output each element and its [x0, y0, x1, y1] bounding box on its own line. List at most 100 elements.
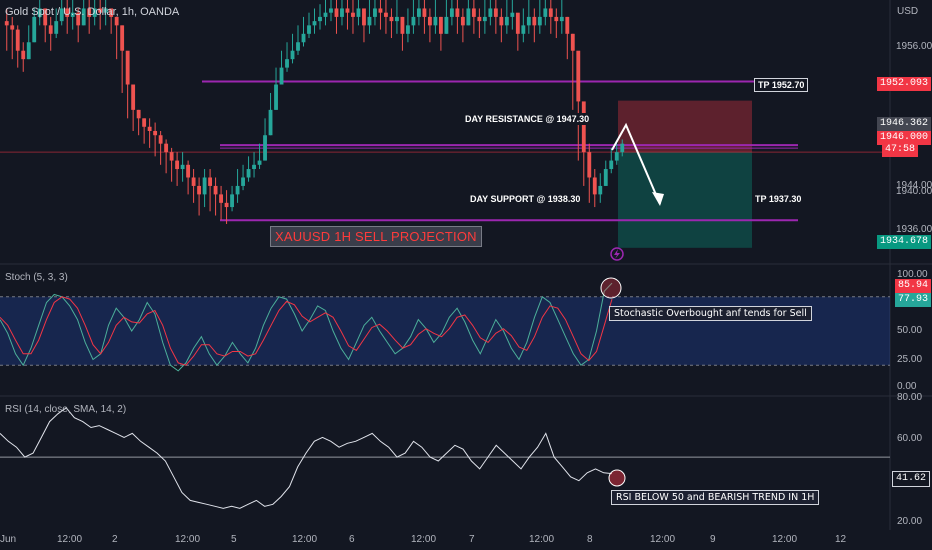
candle-body [15, 29, 20, 51]
rsi-value-badge: 41.62 [891, 471, 930, 487]
time-tick-label: 12:00 [650, 534, 676, 545]
candle-body [416, 8, 421, 17]
candle-body [76, 12, 81, 26]
candle-body [493, 8, 498, 17]
candle-body [43, 8, 48, 26]
currency-label: USD [897, 6, 919, 17]
candle-body [109, 8, 114, 17]
stoch-k-badge: 85.94 [894, 279, 931, 293]
rsi-highlight-circle [608, 469, 626, 487]
candle-body [274, 84, 278, 110]
candle-body [510, 12, 515, 17]
candle-body [48, 25, 53, 34]
candle-body [246, 169, 251, 178]
candle-body [543, 8, 548, 17]
candle-body [504, 16, 509, 26]
candle-body [565, 16, 570, 34]
candle-body [136, 109, 141, 119]
level-lines [202, 80, 808, 222]
current-price-badge: 1946.000 [876, 131, 931, 145]
candle-body [175, 160, 180, 170]
candle-body [466, 8, 471, 26]
candle-body [515, 12, 520, 34]
candle-body [114, 16, 119, 26]
rsi-line [0, 407, 613, 509]
candle-body [340, 8, 344, 17]
day-resistance-label[interactable]: DAY RESISTANCE @ 1947.30 [462, 113, 593, 125]
candle-body [59, 8, 64, 22]
candle-body [554, 16, 559, 22]
candle-body [54, 21, 59, 34]
tp-lower-label[interactable]: TP 1937.30 [752, 193, 805, 205]
candle-body [219, 194, 223, 203]
price-tick: 1936.000 [896, 224, 932, 235]
rsi-tick: 80.00 [897, 392, 923, 403]
candle-body [482, 16, 487, 22]
candle-body [142, 118, 147, 127]
candle-body [444, 16, 449, 34]
candle-body [125, 50, 130, 85]
time-tick-label: 12:00 [772, 534, 798, 545]
candle-body [241, 177, 245, 186]
candle-body [257, 160, 262, 165]
stoch-d-line [0, 296, 613, 366]
candle-body [570, 33, 575, 51]
rsi-note[interactable]: RSI BELOW 50 and BEARISH TREND IN 1H [611, 490, 820, 505]
rsi-pane [0, 407, 890, 509]
time-tick-label: 6 [349, 534, 355, 545]
symbol-title[interactable]: Gold Spot / U.S. Dollar, 1h, OANDA [5, 6, 180, 18]
time-tick-label: 12:00 [175, 534, 201, 545]
candle-body [373, 8, 377, 17]
target-price-badge: 1934.678 [876, 235, 931, 249]
candle-body [285, 59, 289, 68]
time-tick-label: 12:00 [292, 534, 318, 545]
candle-body [10, 25, 15, 30]
candle-body [592, 177, 597, 195]
time-tick-label: 5 [231, 534, 237, 545]
projection-label[interactable]: XAUUSD 1H SELL PROJECTION [270, 226, 482, 247]
last-price-badge: 1946.362 [876, 117, 931, 131]
time-tick-label: 2 [112, 534, 118, 545]
candle-body [433, 16, 438, 26]
time-tick-label: 9 [710, 534, 716, 545]
candle-body [37, 8, 42, 17]
candle-body [406, 25, 410, 34]
stoch-tick: 0.00 [897, 381, 917, 392]
candle-body [395, 16, 399, 22]
time-tick-label: 12:00 [57, 534, 83, 545]
candle-body [603, 169, 608, 186]
stop-loss-zone [618, 100, 752, 153]
stoch-tick: 50.00 [897, 325, 923, 336]
candle-body [296, 42, 300, 51]
projection-arrowhead [652, 192, 664, 206]
candle-body [576, 50, 581, 102]
candle-body [329, 8, 333, 13]
candle-body [609, 160, 614, 170]
candle-body [268, 109, 273, 136]
rsi-tick: 60.00 [897, 433, 923, 444]
time-tick-label: 8 [587, 534, 593, 545]
candle-body [449, 8, 454, 17]
day-support-label[interactable]: DAY SUPPORT @ 1938.30 [467, 193, 584, 205]
time-tick-label: 12:00 [529, 534, 555, 545]
candle-body [186, 164, 191, 178]
tp-upper-label[interactable]: TP 1952.70 [754, 78, 809, 92]
candle-body [21, 50, 26, 60]
stoch-note[interactable]: Stochastic Overbought anf tends for Sell [609, 306, 812, 321]
candle-body [263, 135, 267, 161]
candle-body [197, 185, 202, 195]
stoch-pane [0, 277, 890, 372]
candle-body [213, 185, 218, 195]
candle-body [26, 42, 31, 60]
candle-body [81, 8, 86, 26]
stoch-label[interactable]: Stoch (5, 3, 3) [5, 272, 68, 283]
candle-body [351, 12, 355, 17]
candle-body [384, 12, 388, 17]
rsi-label[interactable]: RSI (14, close, SMA, 14, 2) [5, 404, 127, 415]
candle-body [526, 16, 531, 26]
candle-body [208, 177, 213, 186]
candle-body [158, 135, 163, 144]
candle-body [318, 16, 322, 22]
candle-body [521, 25, 526, 34]
rsi-tick: 20.00 [897, 516, 923, 527]
